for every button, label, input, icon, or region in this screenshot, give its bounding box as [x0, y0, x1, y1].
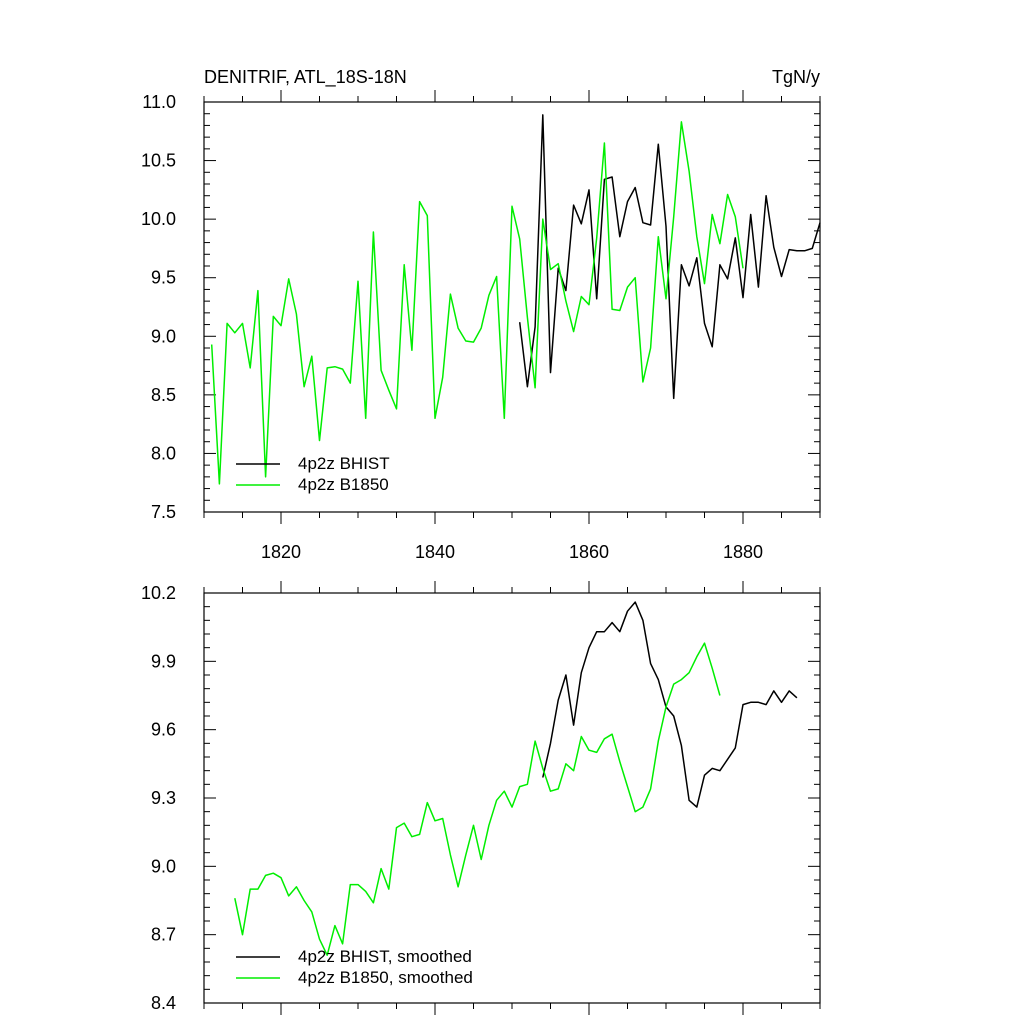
top-panel: 7.5 8.0 8.5 9.0 9.5 10.0 10.5 11.0 1820 1840 1860 1…	[141, 90, 821, 562]
top-ytick-label: 9.0	[151, 326, 176, 346]
bottom-ytick-label: 9.6	[151, 720, 176, 740]
top-legend-label: 4p2z BHIST	[298, 454, 390, 473]
chart-units: TgN/y	[772, 67, 820, 87]
bottom-legend-label: 4p2z B1850, smoothed	[298, 968, 473, 987]
bottom-legend-label: 4p2z BHIST, smoothed	[298, 947, 472, 966]
top-ytick-label: 9.5	[151, 268, 176, 288]
top-ytick-label: 10.5	[141, 151, 176, 171]
bottom-ytick-label: 8.7	[151, 925, 176, 945]
bottom-ytick-label: 8.4	[151, 993, 176, 1013]
bottom-series-line-bhist	[542, 601, 798, 808]
top-series-line-bhist	[518, 114, 821, 400]
bottom-ytick-label: 10.2	[141, 583, 176, 603]
bottom-ytick-label: 9.3	[151, 788, 176, 808]
top-series-line-b1850	[210, 121, 744, 485]
bottom-series-line-b1850	[234, 642, 721, 956]
top-ytick-label: 8.0	[151, 443, 176, 463]
bottom-panel: 8.4 8.7 9.0 9.3 9.6 9.9 10.2 4p2z BHIST, smooth…	[141, 581, 821, 1015]
top-xtick-label: 1880	[723, 542, 763, 562]
bottom-plot-frame	[203, 592, 821, 1004]
bottom-ytick-label: 9.9	[151, 651, 176, 671]
top-legend-label: 4p2z B1850	[298, 475, 389, 494]
top-plot-frame	[203, 101, 821, 513]
top-ytick-label: 10.0	[141, 209, 176, 229]
top-xtick-label: 1860	[569, 542, 609, 562]
top-ytick-label: 11.0	[142, 92, 176, 112]
top-ytick-label: 7.5	[151, 502, 176, 522]
top-xtick-label: 1840	[415, 542, 455, 562]
top-xtick-label: 1820	[261, 542, 301, 562]
bottom-ytick-label: 9.0	[151, 856, 176, 876]
chart-title: DENITRIF, ATL_18S-18N	[204, 67, 407, 88]
top-ytick-label: 8.5	[151, 385, 176, 405]
